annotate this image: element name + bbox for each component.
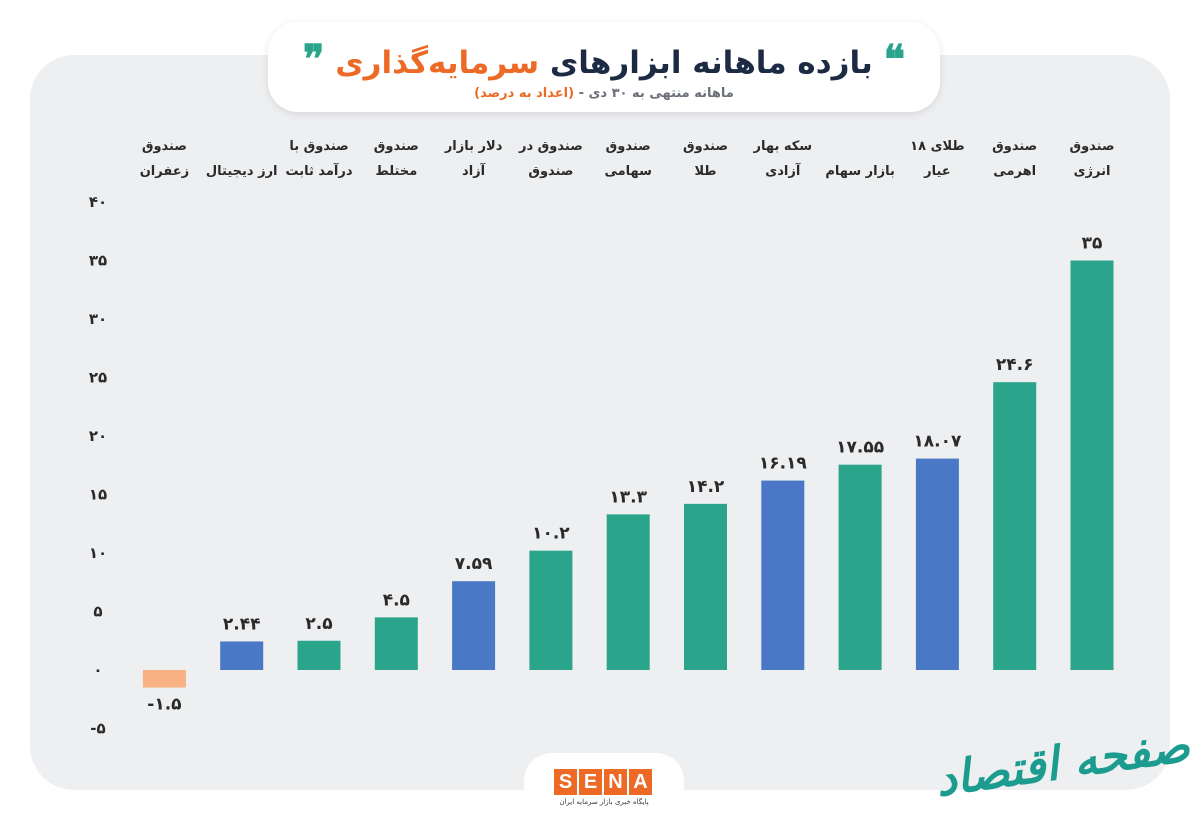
category-label: صندوق طلا [658, 134, 754, 184]
bar [761, 480, 805, 670]
bar-value-label: ۲.۵ [305, 614, 332, 634]
category-label: صندوق با درآمد ثابت [271, 134, 367, 184]
category-label-line: صندوق [528, 164, 574, 179]
y-tick-label: -۵ [90, 720, 105, 738]
bar [838, 464, 882, 670]
category-label: صندوق مختلط [348, 134, 444, 184]
category-label-line: صندوق [1069, 139, 1115, 154]
category-label: صندوق در صندوق [503, 134, 599, 184]
category-label: ارز دیجیتال [194, 134, 290, 184]
quote-open-icon: ❝ [883, 36, 906, 83]
category-label-line: درآمد ثابت [285, 164, 353, 179]
watermark-text: صفحه اقتصاد [932, 717, 1193, 807]
bar-value-label: ۱۶.۱۹ [759, 454, 808, 474]
bar-value-label: ۷.۵۹ [455, 554, 493, 574]
bar-value-label: ۳۵ [1082, 234, 1103, 254]
bar-value-label: -۱.۵ [147, 695, 181, 715]
title-main: بازده ماهانه ابزارهای [549, 45, 873, 81]
category-label-line: انرژی [1073, 164, 1111, 179]
bar [374, 617, 418, 670]
category-label-line: صندوق [373, 139, 419, 154]
subtitle-text: ماهانه منتهی به ۳۰ دی - [578, 86, 734, 101]
category-label: بازار سهام [812, 134, 908, 184]
y-tick-label: ۳۵ [89, 252, 107, 270]
subtitle: ماهانه منتهی به ۳۰ دی - (اعداد به درصد) [268, 86, 940, 101]
category-label-line: صندوق [605, 139, 651, 154]
category-label: صندوق سهامی [580, 134, 676, 184]
category-label-line: آزادی [765, 164, 801, 179]
chart-card [30, 55, 1170, 790]
title-accent: سرمایه‌گذاری [335, 45, 540, 81]
bar-value-label: ۱۷.۵۵ [836, 438, 884, 458]
bar-value-label: ۴.۵ [383, 590, 410, 610]
logo-letter: E [579, 769, 602, 795]
category-label: سکه بهار آزادی [735, 134, 831, 184]
bar-value-label: ۲.۴۴ [223, 614, 261, 634]
category-label-line: صندوق با [289, 139, 349, 154]
logo-letter: A [629, 769, 652, 795]
bar [529, 550, 573, 670]
category-label-line: زعفران [139, 164, 190, 179]
bar [220, 641, 264, 670]
category-label-line: عیار [924, 164, 951, 179]
y-tick-label: ۲۵ [89, 369, 107, 387]
category-label-line: مختلط [375, 164, 418, 179]
category-label-line: طلا [694, 164, 717, 179]
y-tick-label: ۱۰ [89, 544, 107, 562]
bar [915, 458, 959, 670]
y-tick-label: ۰ [93, 661, 102, 679]
category-label-line: صندوق [682, 139, 729, 154]
bar [452, 581, 496, 670]
bar-value-label: ۱۴.۲ [687, 477, 725, 497]
category-label: صندوق اهرمی [967, 134, 1063, 184]
category-label: صندوق زعفران [116, 134, 212, 184]
category-label: دلار بازار آزاد [426, 134, 522, 184]
category-label-line: طلای ۱۸ [910, 139, 965, 154]
bar [606, 514, 650, 670]
bar-value-label: ۲۴.۶ [996, 355, 1034, 375]
category-label-line: اهرمی [993, 164, 1037, 179]
quote-close-icon: ❞ [302, 36, 325, 83]
page-title: ❝ بازده ماهانه ابزارهای سرمایه‌گذاری ❞ [268, 36, 940, 83]
category-label-line: بازار سهام [825, 164, 895, 179]
category-label-line: صندوق [992, 139, 1038, 154]
category-label-line: سهامی [604, 164, 652, 179]
category-label: صندوق انرژی [1044, 134, 1140, 184]
y-tick-label: ۱۵ [89, 486, 107, 504]
logo-letter: S [554, 769, 577, 795]
bar-value-label: ۱۰.۲ [532, 524, 570, 544]
y-tick-label: ۴۰ [89, 193, 107, 211]
category-label-line: سکه بهار [753, 139, 813, 154]
bar [993, 382, 1037, 670]
watermark-logo: صفحه اقتصاد [932, 700, 1193, 820]
bar [297, 640, 341, 670]
category-label-line: دلار بازار [444, 139, 503, 154]
category-label-line: صندوق در [519, 139, 583, 154]
bar-value-label: ۱۸.۰۷ [913, 432, 962, 452]
bar-value-label: ۱۳.۳ [609, 487, 647, 507]
category-label-line: ارز دیجیتال [205, 164, 278, 179]
y-tick-label: ۲۰ [89, 427, 107, 445]
bar [142, 670, 186, 688]
category-label-line: صندوق [141, 139, 187, 154]
y-tick-label: ۵ [93, 603, 102, 621]
title-box: ❝ بازده ماهانه ابزارهای سرمایه‌گذاری ❞ م… [268, 22, 940, 112]
logo-letter: N [604, 769, 627, 795]
subtitle-note: (اعداد به درصد) [474, 86, 575, 101]
category-label: طلای ۱۸ عیار [889, 134, 985, 184]
y-tick-label: ۳۰ [89, 310, 107, 328]
category-label-line: آزاد [462, 164, 486, 179]
bar [684, 503, 727, 670]
sena-tagline: پایگاه خبری بازار سرمایه ایران [559, 798, 649, 806]
bar [1070, 260, 1114, 670]
